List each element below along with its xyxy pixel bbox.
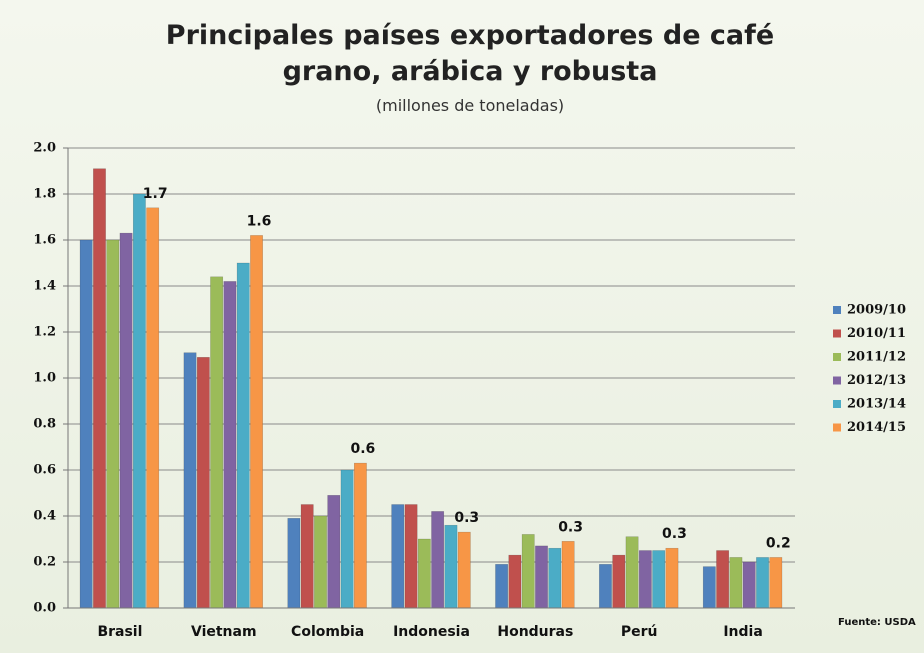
value-label: 0.3 [662, 526, 687, 542]
bar [729, 557, 743, 609]
bar [300, 504, 314, 609]
bar [457, 531, 471, 609]
bar [183, 352, 197, 609]
y-tick-label: 0.6 [33, 463, 56, 478]
legend-label: 2012/13 [847, 373, 906, 388]
bar [250, 235, 263, 609]
legend-swatch [833, 306, 841, 314]
legend-swatch [833, 376, 841, 385]
value-label: 0.2 [766, 535, 791, 551]
source: Fuente: USDA [838, 617, 916, 628]
y-tick-label: 0.8 [33, 417, 56, 432]
bar [287, 518, 301, 609]
x-tick-label: Perú [621, 624, 658, 640]
bar [391, 504, 405, 609]
value-label: 1.7 [143, 186, 168, 202]
bar [716, 550, 730, 609]
bar [327, 495, 341, 609]
bar [508, 554, 522, 609]
bar [353, 462, 367, 609]
legend-label: 2014/15 [847, 420, 906, 435]
y-tick-label: 1.4 [33, 279, 56, 294]
legend-swatch [833, 329, 841, 338]
bar [702, 566, 716, 609]
y-tick-label: 0.4 [33, 509, 56, 524]
legend-swatch [833, 400, 841, 408]
legend-label: 2011/12 [847, 350, 906, 365]
legend-label: 2013/14 [847, 397, 906, 412]
x-tick-label: Vietnam [191, 624, 257, 640]
value-label: 0.6 [350, 441, 375, 457]
bar [106, 239, 120, 609]
y-tick-label: 1.2 [33, 325, 56, 340]
y-tick-label: 1.0 [33, 371, 56, 386]
bar [93, 168, 106, 609]
x-tick-label: Indonesia [393, 624, 470, 640]
bar [119, 232, 133, 609]
chart-title: Principales países exportadores de café … [165, 20, 775, 87]
bar [495, 564, 509, 609]
bar [340, 469, 354, 609]
bar [196, 357, 210, 609]
bar [521, 534, 535, 609]
bar [612, 554, 626, 609]
x-tick-label: India [723, 624, 762, 640]
y-tick-label: 0.2 [33, 555, 56, 570]
bar [404, 504, 418, 609]
value-label: 0.3 [558, 519, 583, 535]
value-label: 0.3 [454, 510, 479, 526]
bar [444, 524, 458, 609]
x-tick-label: Colombia [291, 624, 364, 640]
x-tick-label: Honduras [497, 624, 573, 640]
legend-label: 2009/10 [847, 303, 906, 318]
bar [132, 193, 146, 609]
legend-swatch [833, 353, 841, 361]
bar [638, 550, 652, 609]
y-tick-label: 1.8 [33, 187, 56, 202]
bar [417, 538, 431, 609]
x-tick-label: Brasil [97, 624, 142, 640]
y-tick-label: 0.0 [33, 601, 56, 616]
bar [535, 545, 548, 609]
value-label: 1.6 [247, 213, 272, 229]
legend-swatch [833, 423, 841, 432]
bar [599, 564, 612, 609]
bar [561, 541, 575, 609]
chart-subtitle: (millones de toneladas) [375, 96, 565, 115]
y-tick-label: 1.6 [33, 233, 56, 248]
bar [742, 561, 756, 609]
bar [146, 207, 160, 609]
legend-label: 2010/11 [847, 326, 906, 341]
bar [210, 276, 224, 609]
y-tick-label: 2.0 [33, 141, 56, 156]
bar [756, 557, 769, 609]
bar [665, 547, 679, 609]
bar [769, 557, 783, 609]
bar [79, 239, 93, 609]
bar [625, 536, 639, 609]
bar [652, 550, 666, 609]
bar [223, 281, 237, 609]
bar [548, 547, 562, 609]
bar [431, 511, 445, 609]
bar [236, 262, 250, 609]
bar [314, 515, 327, 609]
